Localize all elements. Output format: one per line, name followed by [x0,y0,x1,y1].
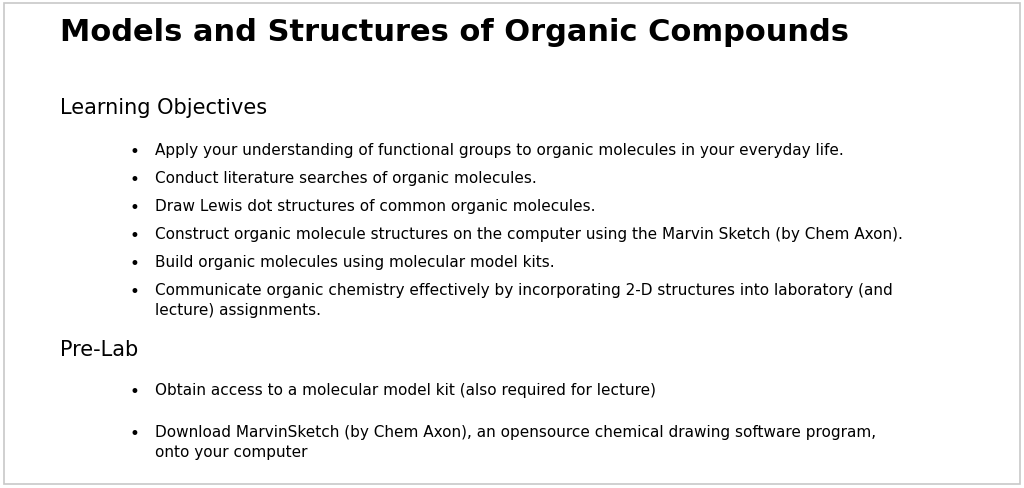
Text: Download MarvinSketch (by Chem Axon), an opensource chemical drawing software pr: Download MarvinSketch (by Chem Axon), an… [155,424,877,459]
Text: Learning Objectives: Learning Objectives [60,98,267,118]
Text: •: • [130,283,140,301]
Text: Pre-Lab: Pre-Lab [60,339,138,359]
Text: •: • [130,142,140,161]
Text: Communicate organic chemistry effectively by incorporating 2-D structures into l: Communicate organic chemistry effectivel… [155,283,893,317]
Text: Models and Structures of Organic Compounds: Models and Structures of Organic Compoun… [60,18,849,47]
Text: •: • [130,254,140,272]
Text: Obtain access to a molecular model kit (also required for lecture): Obtain access to a molecular model kit (… [155,382,656,397]
Text: •: • [130,171,140,189]
Text: •: • [130,424,140,442]
Text: •: • [130,226,140,244]
Text: Draw Lewis dot structures of common organic molecules.: Draw Lewis dot structures of common orga… [155,199,596,214]
Text: Build organic molecules using molecular model kits.: Build organic molecules using molecular … [155,254,555,269]
Text: Apply your understanding of functional groups to organic molecules in your every: Apply your understanding of functional g… [155,142,844,158]
Text: •: • [130,199,140,217]
Text: Conduct literature searches of organic molecules.: Conduct literature searches of organic m… [155,171,537,185]
Text: •: • [130,382,140,400]
Text: Construct organic molecule structures on the computer using the Marvin Sketch (b: Construct organic molecule structures on… [155,226,903,242]
